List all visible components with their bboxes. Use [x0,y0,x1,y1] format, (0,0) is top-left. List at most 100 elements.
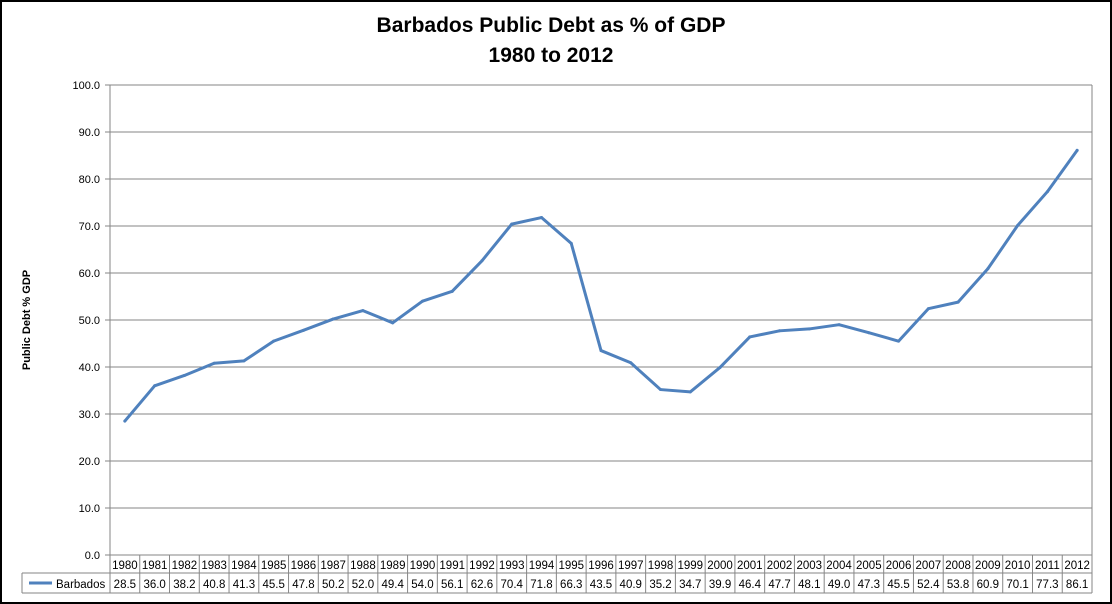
data-point-1992 [480,259,484,263]
data-point-1988 [361,309,365,313]
x-tick-label-1998: 1998 [648,560,674,572]
x-tick-label-1982: 1982 [172,560,198,572]
data-point-2007 [926,307,930,311]
data-point-1986 [301,328,305,332]
series-line-barbados [123,148,1079,423]
x-tick-label-2005: 2005 [856,560,882,572]
series-layer [123,148,1079,423]
data-point-2002 [778,329,782,333]
x-tick-label-1995: 1995 [558,560,584,572]
x-tick-label-1981: 1981 [142,560,168,572]
x-tick-label-1994: 1994 [529,560,555,572]
data-point-1991 [450,289,454,293]
data-point-1983 [212,361,216,365]
data-point-2010 [1016,224,1020,228]
data-label-1981: 36.0 [143,579,165,591]
data-label-2004: 49.0 [828,579,850,591]
y-tick-label: 10.0 [79,503,100,515]
data-label-1988: 52.0 [352,579,374,591]
x-tick-label-1989: 1989 [380,560,406,572]
plot-area-border [109,85,1093,555]
data-point-2003 [807,327,811,331]
x-tick-label-1991: 1991 [439,560,465,572]
y-tick-label: 90.0 [79,127,100,139]
data-label-2007: 52.4 [917,579,940,591]
x-tick-label-1983: 1983 [201,560,227,572]
x-tick-label-2008: 2008 [945,560,971,572]
y-tick-label: 30.0 [79,409,100,421]
data-label-2010: 70.1 [1006,579,1028,591]
data-label-2012: 86.1 [1066,579,1088,591]
data-point-1989 [391,321,395,325]
y-tick-label: 40.0 [79,362,100,374]
x-tick-label-2004: 2004 [826,560,852,572]
data-label-1984: 41.3 [233,579,255,591]
data-point-1996 [599,349,603,353]
data-label-1991: 56.1 [441,579,463,591]
x-tick-label-1984: 1984 [231,560,257,572]
data-label-2005: 47.3 [858,579,880,591]
data-label-1986: 47.8 [292,579,314,591]
data-label-1987: 50.2 [322,579,344,591]
x-tick-label-2007: 2007 [916,560,942,572]
data-label-1993: 70.4 [501,579,524,591]
x-tick-label-1987: 1987 [320,560,346,572]
y-tick-label: 70.0 [79,221,100,233]
data-label-2000: 39.9 [709,579,731,591]
data-point-2008 [956,300,960,304]
data-table: 1980 1981 1982 1983 1984 1985 1986 1987 1988 1989… [21,554,1093,594]
x-tick-label-1996: 1996 [588,560,614,572]
data-label-1985: 45.5 [262,579,284,591]
x-tick-label-1986: 1986 [291,560,317,572]
data-point-2000 [718,365,722,369]
data-label-1999: 34.7 [679,579,701,591]
x-tick-label-2000: 2000 [707,560,733,572]
data-point-1999 [688,390,692,394]
x-tick-label-1992: 1992 [469,560,495,572]
data-point-1981 [153,384,157,388]
data-label-1992: 62.6 [471,579,493,591]
data-label-1980: 28.5 [114,579,136,591]
data-point-1997 [629,361,633,365]
x-tick-label-1993: 1993 [499,560,525,572]
data-point-2009 [986,267,990,271]
x-tick-label-2011: 2011 [1035,560,1060,572]
data-label-1998: 35.2 [649,579,671,591]
chart-title-line-2: 1980 to 2012 [489,44,614,67]
gridlines [105,84,1092,556]
x-tick-label-1990: 1990 [410,560,436,572]
x-tick-label-1988: 1988 [350,560,376,572]
data-point-1998 [659,388,663,392]
x-tick-label-2002: 2002 [767,560,793,572]
data-point-1995 [569,241,573,245]
data-label-2001: 46.4 [739,579,762,591]
data-label-2009: 60.9 [977,579,999,591]
y-tick-label: 0.0 [85,550,100,562]
data-point-1982 [182,373,186,377]
data-point-1985 [272,339,276,343]
chart-title-line-1: Barbados Public Debt as % of GDP [377,14,726,37]
data-point-2001 [748,335,752,339]
data-label-2006: 45.5 [887,579,909,591]
data-label-2003: 48.1 [798,579,820,591]
data-point-1993 [510,222,514,226]
x-tick-label-2012: 2012 [1064,560,1090,572]
data-label-2002: 47.7 [768,579,790,591]
x-tick-label-2006: 2006 [886,560,912,572]
data-point-2005 [867,331,871,335]
y-axis-title: Public Debt % GDP [21,270,33,370]
x-tick-label-1999: 1999 [677,560,703,572]
y-tick-label: 60.0 [79,268,100,280]
data-label-2011: 77.3 [1036,579,1058,591]
data-point-2004 [837,323,841,327]
x-tick-label-1985: 1985 [261,560,287,572]
data-point-2011 [1045,190,1049,194]
legend-label: Barbados [56,579,105,591]
data-label-1994: 71.8 [530,579,552,591]
data-point-1990 [420,299,424,303]
y-tick-label: 80.0 [79,174,100,186]
data-point-1987 [331,317,335,321]
data-label-1995: 66.3 [560,579,582,591]
x-tick-label-1997: 1997 [618,560,644,572]
x-tick-label-1980: 1980 [112,560,138,572]
